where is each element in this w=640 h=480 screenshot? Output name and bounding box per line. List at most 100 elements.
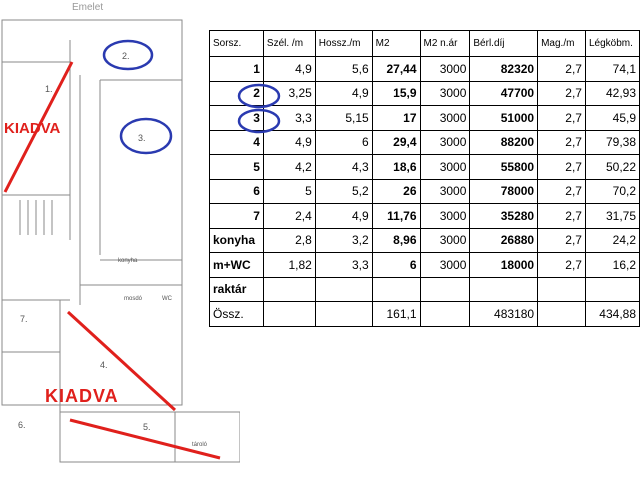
table-cell: 35280 bbox=[469, 203, 539, 229]
table-cell: 45,9 bbox=[584, 105, 640, 131]
table-cell: 4 bbox=[209, 129, 264, 155]
table-cell: raktár bbox=[209, 276, 264, 302]
table-row: raktár bbox=[209, 276, 640, 302]
table-cell: 2,4 bbox=[262, 203, 316, 229]
room-label: 6. bbox=[18, 420, 26, 430]
table-row: Sorsz. Szél. /m Hossz./m M2 M2 n.ár Bérl.díj M… bbox=[209, 30, 640, 57]
table-cell: 4,9 bbox=[314, 80, 373, 106]
room-label: 5. bbox=[143, 422, 151, 432]
table-cell: 79,38 bbox=[584, 129, 640, 155]
outline bbox=[1, 19, 183, 406]
table-cell: 3000 bbox=[419, 252, 471, 278]
table-cell: 2,8 bbox=[262, 227, 316, 253]
table-row: 3 3,3 5,15 17 3000 51000 2,7 45,9 bbox=[209, 105, 640, 131]
table-cell: 3000 bbox=[419, 203, 471, 229]
table-row: 2 3,25 4,9 15,9 3000 47700 2,7 42,93 bbox=[209, 80, 640, 106]
table-cell: 6 bbox=[314, 129, 373, 155]
table-row: konyha 2,8 3,2 8,96 3000 26880 2,7 24,2 bbox=[209, 227, 640, 253]
table-cell: 5,6 bbox=[314, 56, 373, 82]
room-label: 4. bbox=[100, 360, 108, 370]
table-cell: 5 bbox=[209, 154, 264, 180]
table-cell: 3000 bbox=[419, 227, 471, 253]
highlight bbox=[119, 117, 173, 155]
table-cell: 3000 bbox=[419, 129, 471, 155]
table-cell bbox=[419, 276, 471, 302]
table-row: 1 4,9 5,6 27,44 3000 82320 2,7 74,1 bbox=[209, 56, 640, 82]
table-cell: 4,9 bbox=[262, 129, 316, 155]
table-cell: 78000 bbox=[469, 178, 539, 204]
table-cell: 74,1 bbox=[584, 56, 640, 82]
table-cell: Szél. /m bbox=[262, 30, 316, 57]
table-cell: 27,44 bbox=[371, 56, 421, 82]
table-cell: 2,7 bbox=[537, 252, 586, 278]
table-cell bbox=[371, 276, 421, 302]
table-cell: 8,96 bbox=[371, 227, 421, 253]
table-cell: Sorsz. bbox=[209, 30, 264, 57]
table-cell: konyha bbox=[209, 227, 264, 253]
table-cell: 5,15 bbox=[314, 105, 373, 131]
highlight bbox=[102, 39, 154, 71]
table-cell: 26880 bbox=[469, 227, 539, 253]
table-cell: 3000 bbox=[419, 56, 471, 82]
table-cell: 3000 bbox=[419, 178, 471, 204]
table-cell: 50,22 bbox=[584, 154, 640, 180]
table-row: 4 4,9 6 29,4 3000 88200 2,7 79,38 bbox=[209, 129, 640, 155]
table-cell: Bérl.díj bbox=[469, 30, 539, 57]
table-row: 6 5 5,2 26 3000 78000 2,7 70,2 bbox=[209, 178, 640, 204]
table-cell: 24,2 bbox=[584, 227, 640, 253]
table-cell bbox=[469, 276, 539, 302]
table-cell: 47700 bbox=[469, 80, 539, 106]
room-label: WC bbox=[162, 296, 173, 302]
table-cell: 483180 bbox=[469, 301, 539, 327]
table-cell: 42,93 bbox=[584, 80, 640, 106]
table-cell bbox=[262, 276, 316, 302]
table-cell: Légköbm. bbox=[584, 30, 640, 57]
table-cell: 2,7 bbox=[537, 129, 586, 155]
table-cell: 3,2 bbox=[314, 227, 373, 253]
table-cell: 3,25 bbox=[262, 80, 316, 106]
table-cell bbox=[262, 301, 316, 327]
table-cell: 88200 bbox=[469, 129, 539, 155]
table-cell: m+WC bbox=[209, 252, 264, 278]
table-cell: 5,2 bbox=[314, 178, 373, 204]
table-cell: 15,9 bbox=[371, 80, 421, 106]
table-cell: 2,7 bbox=[537, 105, 586, 131]
table-cell bbox=[537, 301, 586, 327]
table-cell: 4,9 bbox=[314, 203, 373, 229]
table-cell: 4,9 bbox=[262, 56, 316, 82]
cross-line bbox=[66, 310, 177, 412]
room-label: 3. bbox=[138, 133, 146, 143]
table-cell bbox=[314, 301, 373, 327]
table-cell: Hossz./m bbox=[314, 30, 373, 57]
table-cell: 26 bbox=[371, 178, 421, 204]
stamp: KIADVA bbox=[45, 386, 119, 406]
table-cell: 55800 bbox=[469, 154, 539, 180]
plan-heading: Emelet bbox=[72, 2, 103, 13]
table-cell: 161,1 bbox=[371, 301, 421, 327]
table-cell: 2,7 bbox=[537, 80, 586, 106]
table-cell: 2,7 bbox=[537, 56, 586, 82]
table-cell: 7 bbox=[209, 203, 264, 229]
room-label: tároló bbox=[192, 442, 208, 448]
table-cell: 5 bbox=[262, 178, 316, 204]
table-row: m+WC 1,82 3,3 6 3000 18000 2,7 16,2 bbox=[209, 252, 640, 278]
floor-plan: Emelet 1. 2. 3. 4. 5. 6. 7. konyha mosdó… bbox=[1, 2, 240, 463]
rent-table: Sorsz. Szél. /m Hossz./m M2 M2 n.ár Bérl.díj M… bbox=[209, 30, 640, 327]
table-cell: 434,88 bbox=[584, 301, 640, 327]
table-cell: 1 bbox=[209, 56, 264, 82]
table-cell: 2 bbox=[209, 80, 264, 106]
table-cell: 82320 bbox=[469, 56, 539, 82]
table-cell: Mag./m bbox=[537, 30, 586, 57]
table-cell: 3,3 bbox=[314, 252, 373, 278]
table-cell: 2,7 bbox=[537, 154, 586, 180]
table-cell bbox=[584, 276, 640, 302]
table-cell: 4,2 bbox=[262, 154, 316, 180]
table-cell: 11,76 bbox=[371, 203, 421, 229]
table-cell bbox=[537, 276, 586, 302]
table-cell: 1,82 bbox=[262, 252, 316, 278]
table-cell: 3 bbox=[209, 105, 264, 131]
table-cell: 6 bbox=[371, 252, 421, 278]
table-cell: 3000 bbox=[419, 105, 471, 131]
table-cell: 17 bbox=[371, 105, 421, 131]
